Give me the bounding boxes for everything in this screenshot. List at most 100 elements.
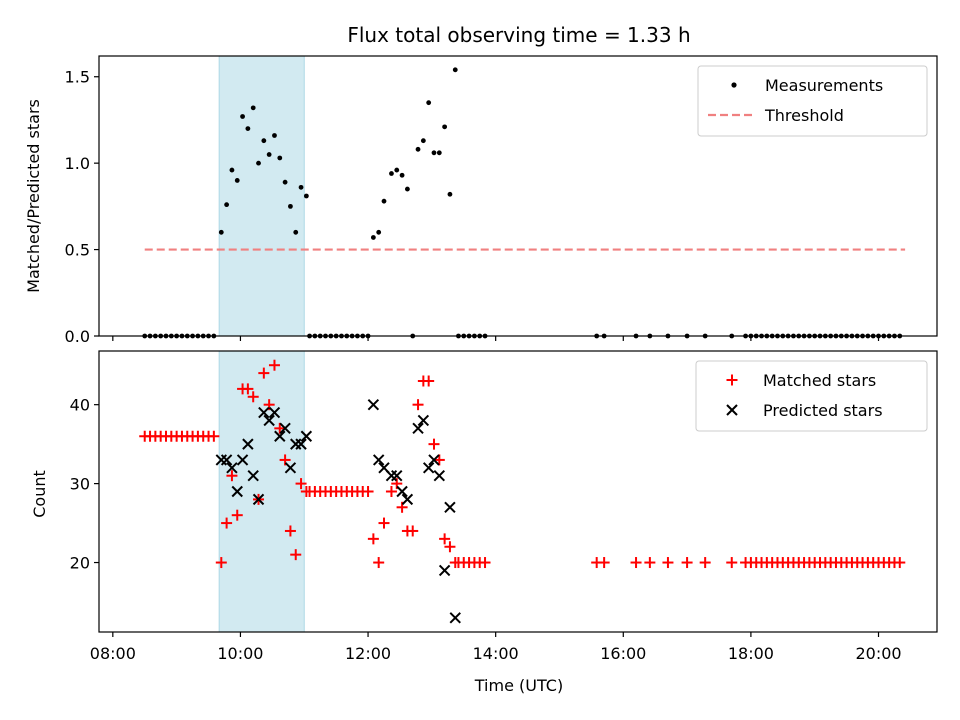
data-point xyxy=(681,557,693,569)
data-point-b xyxy=(412,422,424,435)
data-point-b xyxy=(367,398,380,411)
data-point xyxy=(394,167,400,173)
data-point-b xyxy=(422,462,435,474)
data-point xyxy=(391,470,403,482)
legend: Matched stars Predicted stars xyxy=(695,360,928,432)
data-point xyxy=(444,501,456,513)
data-point xyxy=(293,229,299,235)
legend-item: Threshold xyxy=(708,106,844,125)
data-point xyxy=(242,438,254,450)
y-tick-label: 40 xyxy=(70,396,90,415)
x-tick-label: 14:00 xyxy=(473,644,519,663)
data-point xyxy=(279,422,291,435)
data-point-b xyxy=(433,470,446,482)
data-point xyxy=(362,486,374,497)
data-point xyxy=(261,138,267,144)
data-point-b xyxy=(401,493,414,506)
data-point xyxy=(298,184,304,190)
x-axis-label: Time (UTC) xyxy=(474,676,563,695)
data-point-b xyxy=(396,485,408,498)
shaded-span xyxy=(218,55,305,337)
data-point xyxy=(407,525,419,537)
bottom-plot-area: 08:00 10:00 12:00 14:00 16:00 18:00 20:00 20 30 4… xyxy=(70,350,938,663)
data-point xyxy=(250,105,256,111)
data-point xyxy=(479,557,491,569)
data-point xyxy=(438,564,451,577)
data-point xyxy=(284,525,296,537)
data-point xyxy=(266,152,272,157)
data-point xyxy=(252,493,265,506)
legend-box xyxy=(697,65,928,137)
legend-item: Predicted stars xyxy=(726,401,883,420)
series-matched-stars xyxy=(139,359,906,569)
data-point-b xyxy=(372,454,385,466)
data-point-b xyxy=(428,454,440,466)
data-point-b xyxy=(268,406,281,419)
data-point xyxy=(218,229,224,235)
legend-item: Measurements xyxy=(731,76,883,95)
data-point-b xyxy=(279,422,291,435)
legend-marker xyxy=(726,404,738,416)
legend: Measurements Threshold xyxy=(697,65,928,137)
data-point xyxy=(247,391,259,403)
data-point xyxy=(396,485,408,498)
data-point xyxy=(224,202,230,208)
data-point-b xyxy=(242,438,254,450)
data-point xyxy=(282,179,288,185)
data-point xyxy=(256,160,261,166)
data-point-b xyxy=(231,485,243,498)
y-tick-label: 1.5 xyxy=(65,68,90,87)
data-point xyxy=(381,198,387,204)
x-tick-label: 08:00 xyxy=(90,644,136,663)
data-point xyxy=(277,155,283,161)
data-point xyxy=(376,229,382,235)
data-point xyxy=(699,557,711,569)
data-point xyxy=(422,462,435,474)
data-point xyxy=(240,114,245,119)
plot-frame xyxy=(98,350,938,633)
data-point xyxy=(415,146,421,152)
data-point xyxy=(221,517,233,529)
data-point xyxy=(412,399,424,411)
data-point xyxy=(236,454,249,466)
data-point-b xyxy=(417,414,430,427)
data-point xyxy=(231,509,243,521)
data-point xyxy=(598,557,610,569)
legend-label: Predicted stars xyxy=(763,401,883,420)
data-point xyxy=(208,430,220,442)
data-point xyxy=(426,100,432,106)
data-point xyxy=(630,557,642,569)
data-point-b xyxy=(220,454,233,466)
legend-box xyxy=(695,360,928,432)
data-point xyxy=(300,430,313,442)
data-point xyxy=(367,533,379,545)
data-point-b xyxy=(226,462,238,474)
data-point xyxy=(295,438,307,450)
data-point xyxy=(367,398,380,411)
data-point xyxy=(242,383,254,395)
data-point-b xyxy=(284,462,297,474)
data-point xyxy=(247,470,259,482)
legend-marker xyxy=(726,374,738,386)
data-point xyxy=(290,549,302,561)
data-point xyxy=(423,375,435,387)
data-point xyxy=(449,612,461,624)
legend-item: Matched stars xyxy=(726,371,876,390)
data-point xyxy=(433,454,445,466)
data-point xyxy=(226,470,238,482)
data-point-b xyxy=(449,612,461,624)
data-point xyxy=(303,193,309,199)
data-point xyxy=(644,557,656,569)
top-panel: Flux total observing time = 1.33 h Match… xyxy=(24,23,938,346)
bottom-y-axis-label: Count xyxy=(30,470,49,518)
data-point xyxy=(385,470,398,482)
x-tick-label: 16:00 xyxy=(600,644,646,663)
shaded-span xyxy=(218,350,305,633)
y-tick-label: 30 xyxy=(70,475,90,494)
x-tick-label: 20:00 xyxy=(855,644,901,663)
data-point xyxy=(274,422,286,434)
data-point xyxy=(378,517,390,529)
legend-marker xyxy=(731,82,737,88)
data-point xyxy=(433,470,446,482)
